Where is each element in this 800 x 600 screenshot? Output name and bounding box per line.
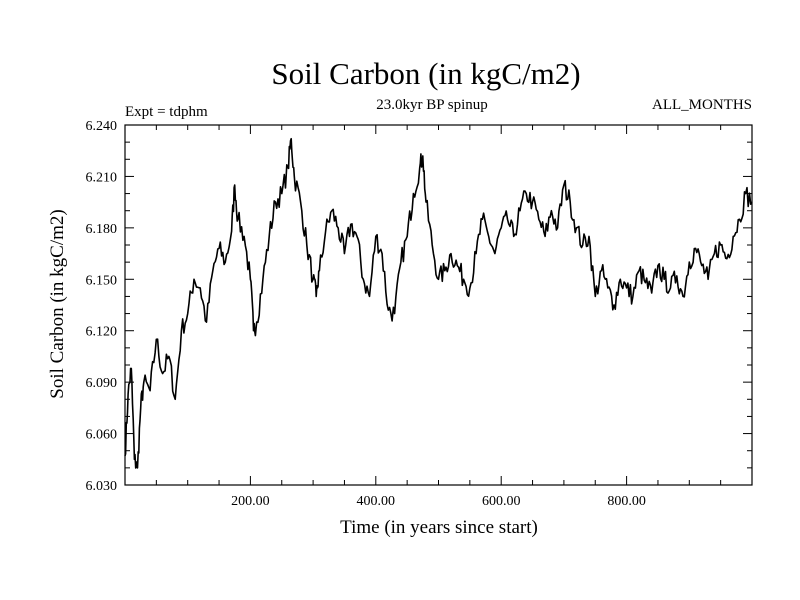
axis-tick-labels: 6.030 6.060 6.090 6.120 6.150 6.180 6.210 6.240… xyxy=(86,119,646,509)
series-line xyxy=(124,137,753,469)
axis-ticks xyxy=(125,124,752,486)
y-tick-label: 6.060 xyxy=(86,428,118,443)
plot-frame xyxy=(124,124,753,486)
x-tick-label: 600.00 xyxy=(482,494,521,509)
y-tick-label: 6.210 xyxy=(86,170,118,185)
y-tick-label: 6.090 xyxy=(86,376,118,391)
chart-title: Soil Carbon (in kgC/m2) xyxy=(271,56,580,91)
x-tick-label: 800.00 xyxy=(607,494,646,509)
right-note: ALL_MONTHS xyxy=(652,97,752,113)
y-tick-label: 6.180 xyxy=(86,222,118,237)
left-note: Expt = tdphm xyxy=(125,104,208,120)
x-axis-label: Time (in years since start) xyxy=(340,517,538,538)
x-tick-label: 400.00 xyxy=(357,494,396,509)
x-tick-label: 200.00 xyxy=(231,494,270,509)
chart-subtitle: 23.0kyr BP spinup xyxy=(376,97,488,113)
y-tick-label: 6.030 xyxy=(86,479,118,494)
y-tick-label: 6.120 xyxy=(86,325,118,340)
y-tick-label: 6.240 xyxy=(86,119,118,134)
y-axis-label: Soil Carbon (in kgC/m2) xyxy=(47,209,68,398)
y-tick-label: 6.150 xyxy=(86,273,118,288)
